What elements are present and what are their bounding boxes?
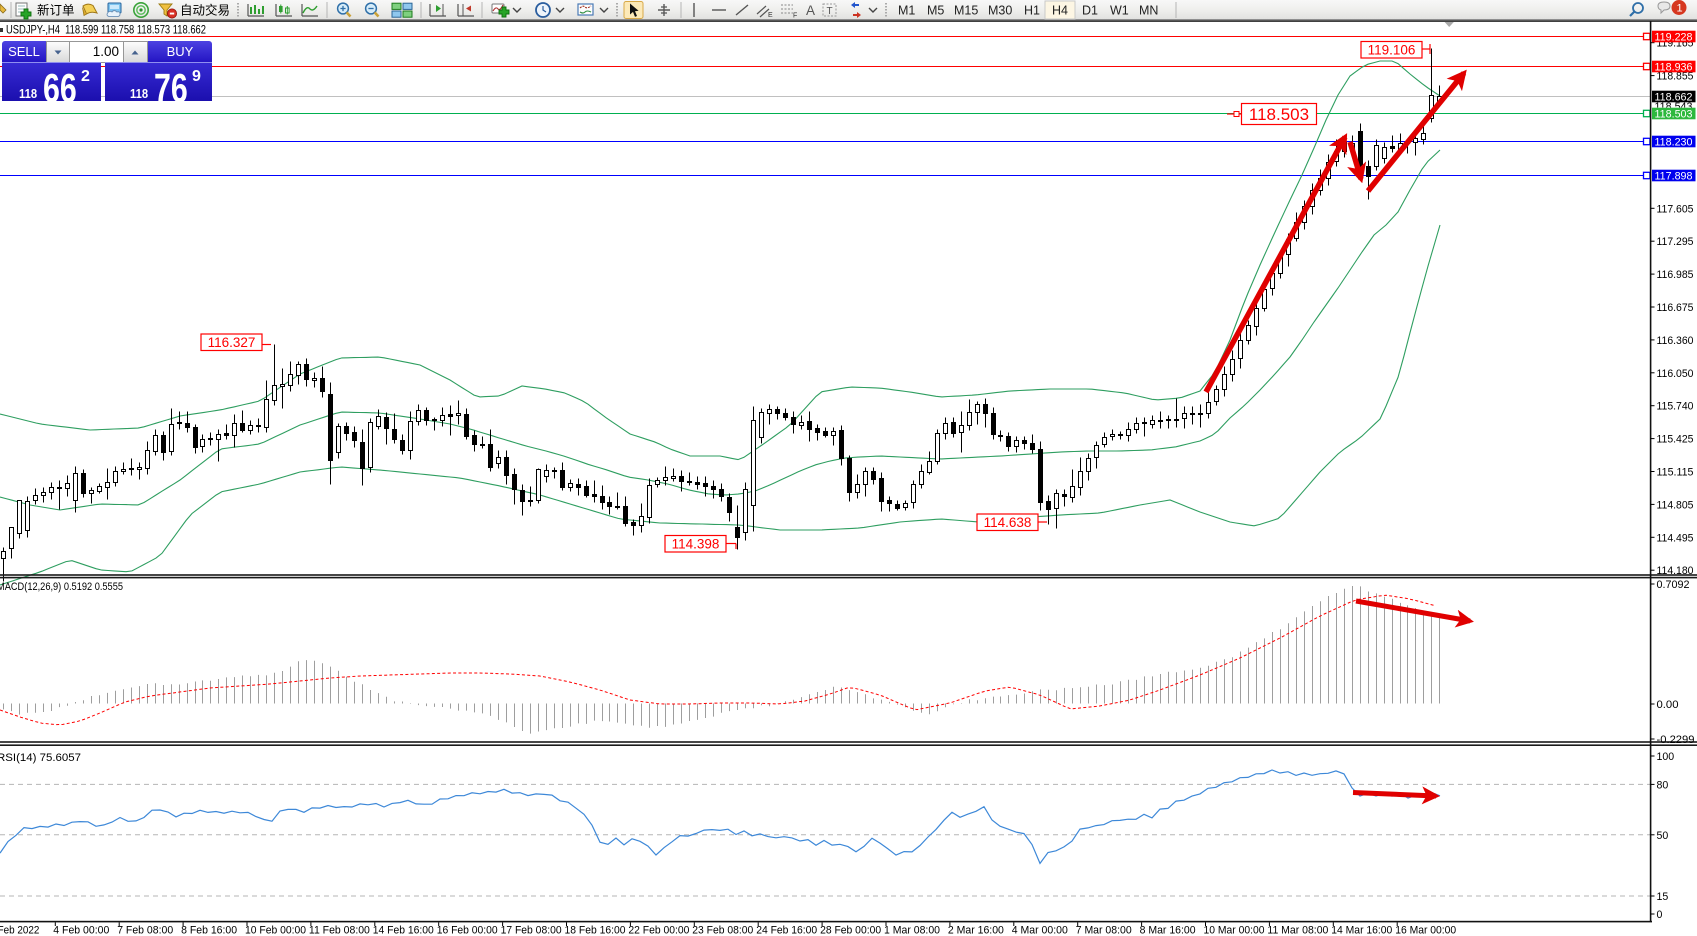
svg-text:A: A (806, 3, 815, 18)
svg-text:D1: D1 (1082, 4, 1098, 18)
svg-text:W1: W1 (1110, 4, 1129, 18)
svg-text:MN: MN (1139, 4, 1158, 18)
svg-text:2 Feb 2022: 2 Feb 2022 (0, 925, 39, 936)
svg-text:M5: M5 (927, 4, 944, 18)
svg-text:117.605: 117.605 (1657, 203, 1694, 215)
svg-text:118.543: 118.543 (1655, 101, 1693, 113)
svg-text:118.855: 118.855 (1657, 71, 1694, 83)
svg-text:RSI(14) 75.6057: RSI(14) 75.6057 (0, 752, 81, 764)
svg-text:118.230: 118.230 (1655, 136, 1693, 148)
svg-text:24 Feb 16:00: 24 Feb 16:00 (756, 925, 817, 936)
svg-text:118.503: 118.503 (1249, 105, 1309, 124)
svg-text:H1: H1 (1024, 4, 1040, 18)
svg-text:116.050: 116.050 (1657, 368, 1694, 380)
svg-text:16 Feb 00:00: 16 Feb 00:00 (437, 925, 498, 936)
svg-text:23 Feb 08:00: 23 Feb 08:00 (692, 925, 753, 936)
svg-text:114.638: 114.638 (984, 515, 1032, 530)
svg-text:10 Feb 00:00: 10 Feb 00:00 (245, 925, 306, 936)
svg-text:50: 50 (1657, 830, 1669, 842)
svg-text:114.398: 114.398 (672, 537, 720, 552)
svg-text:-0.2299: -0.2299 (1657, 734, 1695, 746)
svg-text:116.675: 116.675 (1657, 302, 1694, 314)
svg-text:115.425: 115.425 (1657, 434, 1694, 446)
svg-text:0: 0 (1657, 909, 1663, 921)
svg-text:80: 80 (1657, 779, 1669, 791)
svg-text:11 Mar 08:00: 11 Mar 08:00 (1267, 925, 1328, 936)
svg-text:11 Feb 08:00: 11 Feb 08:00 (309, 925, 370, 936)
svg-text:115.740: 115.740 (1657, 401, 1694, 413)
svg-text:7 Mar 08:00: 7 Mar 08:00 (1076, 925, 1132, 936)
svg-text:7 Feb 08:00: 7 Feb 08:00 (117, 925, 173, 936)
svg-text:M15: M15 (954, 4, 978, 18)
svg-text:MACD(12,26,9) 0.5192 0.5555: MACD(12,26,9) 0.5192 0.5555 (0, 581, 123, 593)
svg-text:114.805: 114.805 (1657, 499, 1694, 511)
svg-text:F: F (793, 13, 797, 20)
svg-text:117.898: 117.898 (1655, 170, 1693, 182)
svg-text:118.936: 118.936 (1655, 61, 1693, 73)
svg-text:T: T (827, 6, 833, 17)
svg-text:16 Mar 00:00: 16 Mar 00:00 (1395, 925, 1456, 936)
svg-text:8 Mar 16:00: 8 Mar 16:00 (1140, 925, 1196, 936)
svg-text:114.495: 114.495 (1657, 532, 1694, 544)
svg-text:100: 100 (1657, 751, 1675, 763)
svg-text:14 Mar 16:00: 14 Mar 16:00 (1331, 925, 1392, 936)
svg-text:118.503: 118.503 (1655, 108, 1693, 120)
svg-text:118.662: 118.662 (1655, 91, 1693, 103)
svg-text:116.360: 116.360 (1657, 335, 1694, 347)
svg-text:自动交易: 自动交易 (180, 3, 230, 18)
svg-text:新订单: 新订单 (37, 3, 75, 18)
svg-text:116.327: 116.327 (208, 335, 256, 350)
svg-text:1: 1 (1677, 3, 1683, 15)
svg-text:M30: M30 (988, 4, 1012, 18)
svg-text:22 Feb 00:00: 22 Feb 00:00 (628, 925, 689, 936)
svg-text:2 Mar 16:00: 2 Mar 16:00 (948, 925, 1004, 936)
svg-text:USDJPY-,H4 118.599 118.758 11: USDJPY-,H4 118.599 118.758 118.573 118.6… (6, 23, 206, 37)
svg-text:119.228: 119.228 (1655, 31, 1693, 43)
svg-text:8 Feb 16:00: 8 Feb 16:00 (181, 925, 237, 936)
svg-text:117.295: 117.295 (1657, 236, 1694, 248)
svg-text:10 Mar 00:00: 10 Mar 00:00 (1204, 925, 1265, 936)
svg-text:M1: M1 (898, 4, 915, 18)
svg-text:14 Feb 16:00: 14 Feb 16:00 (373, 925, 434, 936)
svg-text:4 Feb 00:00: 4 Feb 00:00 (53, 925, 109, 936)
svg-text:116.985: 116.985 (1657, 269, 1694, 281)
svg-text:119.106: 119.106 (1368, 43, 1416, 58)
svg-text:0.00: 0.00 (1657, 699, 1679, 711)
svg-text:4 Mar 00:00: 4 Mar 00:00 (1012, 925, 1068, 936)
svg-text:15: 15 (1657, 891, 1669, 903)
svg-text:18 Feb 16:00: 18 Feb 16:00 (565, 925, 626, 936)
svg-text:114.180: 114.180 (1657, 565, 1694, 577)
svg-text:0.7092: 0.7092 (1657, 579, 1690, 591)
svg-text:E: E (768, 12, 773, 19)
svg-text:115.115: 115.115 (1657, 467, 1694, 479)
svg-text:1 Mar 08:00: 1 Mar 08:00 (884, 925, 940, 936)
svg-text:H4: H4 (1052, 4, 1068, 18)
svg-text:28 Feb 00:00: 28 Feb 00:00 (820, 925, 881, 936)
svg-text:17 Feb 08:00: 17 Feb 08:00 (501, 925, 562, 936)
